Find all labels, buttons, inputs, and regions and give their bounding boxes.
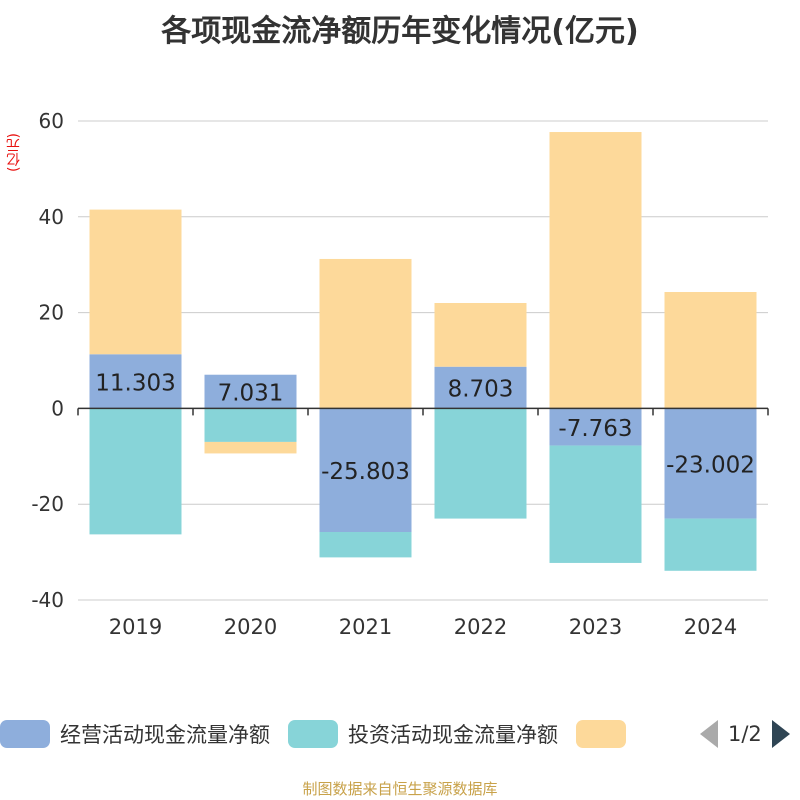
legend-pager: 1/2: [700, 716, 790, 752]
bar-2024-series-2: [664, 292, 757, 409]
legend-label-investing: 投资活动现金流量净额: [348, 723, 558, 747]
bar-2019-series-1: [89, 408, 182, 535]
x-tick-label: 2024: [684, 615, 737, 639]
legend-swatch-operating: [0, 720, 50, 748]
legend-item-third[interactable]: [576, 720, 636, 748]
legend: 经营活动现金流量净额 投资活动现金流量净额 1/2: [0, 716, 800, 752]
bar-2020-series-2: [204, 441, 297, 454]
bar-2023-series-0: [549, 408, 642, 446]
legend-label-operating: 经营活动现金流量净额: [60, 723, 270, 747]
y-tick-label: 20: [39, 301, 64, 325]
legend-prev-icon[interactable]: [700, 720, 718, 748]
legend-page-indicator: 1/2: [728, 722, 762, 746]
data-label: -23.002: [666, 452, 755, 478]
bar-2022-series-2: [434, 303, 527, 367]
bar-2020-series-1: [204, 408, 297, 442]
data-label: 8.703: [448, 377, 514, 403]
x-tick-label: 2020: [224, 615, 277, 639]
bar-2022-series-0: [434, 366, 527, 409]
y-tick-label: -40: [31, 588, 64, 612]
y-tick-label: 60: [39, 109, 64, 133]
y-tick-label: -20: [31, 492, 64, 516]
chart-title: 各项现金流净额历年变化情况(亿元): [161, 14, 639, 49]
legend-swatch-third: [576, 720, 626, 748]
bar-2020-series-0: [204, 374, 297, 409]
legend-item-operating[interactable]: 经营活动现金流量净额: [0, 719, 270, 749]
legend-next-icon[interactable]: [771, 720, 790, 748]
data-source-note: 制图数据来自恒生聚源数据库: [302, 780, 498, 798]
bar-chart: 60 40 20 0 -20 -40 2019 2020 2021 2022 2023 2024 11.…: [31, 109, 769, 639]
data-label: -7.763: [558, 416, 632, 442]
data-label: 7.031: [218, 381, 284, 407]
legend-item-investing[interactable]: 投资活动现金流量净额: [288, 719, 558, 749]
bar-2024-series-1: [664, 518, 757, 571]
data-label: -25.803: [321, 459, 410, 485]
x-tick-label: 2021: [339, 615, 392, 639]
x-tick-label: 2022: [454, 615, 507, 639]
x-tick-label: 2023: [569, 615, 622, 639]
bar-2021-series-1: [319, 531, 412, 558]
bar-2023-series-1: [549, 445, 642, 563]
bar-2021-series-2: [319, 258, 412, 409]
bar-2019-series-2: [89, 209, 182, 355]
bar-2024-series-0: [664, 408, 757, 519]
bar-2019-series-0: [89, 354, 182, 409]
bar-2022-series-1: [434, 408, 527, 519]
y-tick-label: 40: [39, 205, 64, 229]
data-label: 11.303: [95, 370, 175, 396]
bar-2021-series-0: [319, 408, 412, 532]
y-tick-label: 0: [51, 396, 64, 420]
legend-swatch-investing: [288, 720, 338, 748]
bar-2023-series-2: [549, 132, 642, 409]
x-tick-label: 2019: [109, 615, 162, 639]
